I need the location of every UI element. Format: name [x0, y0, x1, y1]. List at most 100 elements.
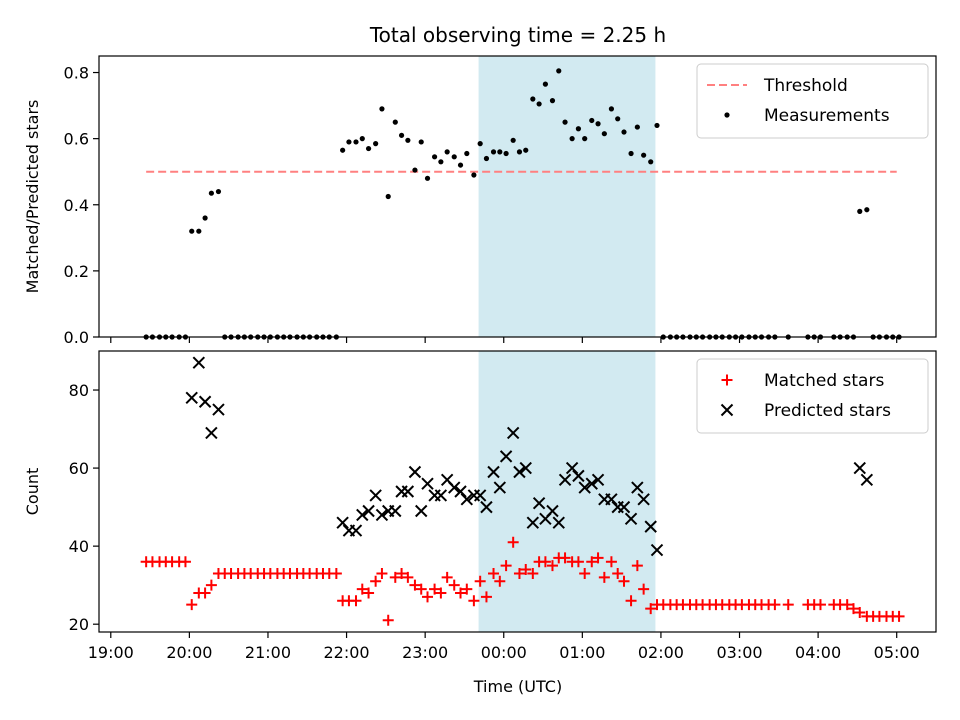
legend-box [696, 63, 929, 139]
data-point [499, 450, 513, 463]
data-point [637, 493, 650, 506]
y-tick-label: 0.6 [64, 130, 89, 149]
data-point [340, 147, 346, 153]
legend-entry: Predicted stars [764, 401, 891, 421]
x-tick-label: 00:00 [481, 643, 527, 662]
data-point [389, 571, 401, 583]
data-point [615, 116, 621, 122]
data-point [625, 595, 637, 607]
y-tick-label: 60 [69, 459, 89, 478]
data-point [382, 614, 394, 626]
data-point [468, 595, 480, 607]
data-point [523, 147, 529, 153]
x-tick-label: 19:00 [88, 643, 134, 662]
data-point [572, 556, 584, 568]
data-point [601, 131, 607, 137]
data-point [520, 564, 532, 576]
observing-window-shade [478, 56, 656, 337]
data-point [401, 485, 415, 498]
x-tick-label: 02:00 [638, 643, 684, 662]
data-point [464, 150, 470, 157]
legend-entry: Threshold [763, 76, 848, 96]
legend-entry: Measurements [764, 106, 890, 126]
legend: Matched stars Predicted stars [696, 358, 929, 434]
data-point [415, 504, 428, 518]
data-point [621, 129, 627, 135]
data-point [860, 473, 874, 486]
legend-box [696, 358, 929, 434]
data-point [208, 190, 214, 196]
data-point [185, 391, 198, 405]
data-point [460, 493, 474, 506]
data-point [769, 599, 781, 611]
data-point [506, 426, 520, 440]
data-point [198, 395, 212, 408]
data-point [441, 571, 453, 583]
legend: Threshold Measurements [696, 63, 929, 139]
x-axis-label: Time (UTC) [473, 677, 562, 696]
x-tick-label: 04:00 [795, 643, 841, 662]
data-point [527, 567, 539, 579]
data-point [582, 136, 588, 142]
data-point [638, 583, 650, 595]
data-point [336, 516, 349, 529]
data-point [473, 489, 487, 502]
data-point [408, 465, 422, 479]
data-point [513, 465, 526, 479]
axes-frame [98, 55, 937, 338]
data-point [454, 485, 467, 498]
data-point [549, 98, 556, 104]
x-tick-label: 23:00 [402, 643, 448, 662]
x-tick-label: 01:00 [559, 643, 605, 662]
data-point [412, 167, 418, 173]
data-point [624, 512, 638, 526]
observing-window-shade [478, 351, 656, 632]
x-tick-label: 21:00 [245, 643, 291, 662]
data-point [421, 477, 434, 490]
chart-title: Total observing time = 2.25 h [369, 23, 666, 47]
data-point [196, 228, 202, 234]
data-point [392, 119, 398, 125]
data-point [435, 587, 447, 599]
legend-entry: Matched stars [764, 371, 884, 391]
data-point [202, 215, 208, 221]
data-point [634, 124, 640, 130]
data-point [455, 587, 467, 599]
data-point [457, 162, 464, 168]
data-point [591, 473, 605, 486]
series-1 [185, 356, 874, 557]
data-point [179, 556, 191, 568]
data-point [487, 465, 500, 479]
data-point [589, 117, 595, 124]
data-point [546, 560, 558, 572]
data-point [402, 571, 414, 583]
data-point [569, 136, 575, 142]
data-point [893, 610, 905, 622]
data-point [363, 587, 375, 599]
data-point [477, 141, 483, 147]
data-point [346, 139, 352, 145]
data-point [429, 583, 441, 595]
data-point [516, 149, 523, 155]
legend-swatch-marker [721, 374, 733, 386]
data-point [562, 119, 568, 125]
data-point [552, 516, 565, 529]
data-point [480, 500, 493, 514]
data-point [605, 493, 618, 506]
data-point [356, 583, 368, 595]
axes-frame [98, 350, 937, 633]
data-point [654, 122, 660, 129]
data-point [375, 508, 389, 522]
data-point [405, 137, 411, 143]
data-point [857, 208, 863, 214]
data-point [608, 106, 615, 112]
data-point [519, 461, 532, 475]
data-point [444, 149, 450, 155]
data-point [598, 571, 610, 583]
data-point [526, 516, 540, 529]
data-point [782, 599, 794, 611]
data-point [510, 137, 516, 143]
data-point [376, 567, 388, 579]
data-point [438, 159, 444, 165]
data-point [362, 504, 375, 518]
